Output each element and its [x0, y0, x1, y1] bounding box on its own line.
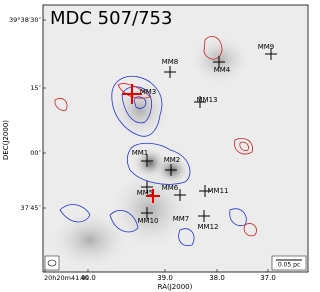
source-cross [198, 210, 210, 222]
source-cross [141, 155, 153, 167]
source-label: MM11 [208, 187, 229, 195]
beam [47, 259, 57, 267]
x-tick-label: 20h20m41.0s [44, 274, 89, 282]
source-label: MM5 [137, 189, 154, 197]
source-cross [213, 56, 225, 68]
source-label: MM9 [258, 43, 275, 51]
source-label: MM8 [162, 58, 179, 66]
source-cross [165, 164, 177, 176]
x-tick-label: 37.0 [260, 274, 276, 282]
source-cross [122, 84, 142, 104]
source-label: MM2 [164, 156, 181, 164]
y-tick-label: 39°38′30″ [9, 16, 42, 24]
frame [42, 4, 309, 273]
y-tick-label: 37′45″ [21, 204, 42, 212]
source-cross [194, 96, 206, 108]
source-label: MM6 [162, 184, 179, 192]
source-cross [265, 48, 277, 60]
x-tick-label: 39.0 [157, 274, 173, 282]
source-label: MM10 [138, 217, 159, 225]
scale-bar-label: 0.05 pc [278, 262, 300, 269]
source-cross [164, 66, 176, 78]
source-label: MM3 [140, 88, 157, 96]
y-tick-label: 15″ [30, 84, 41, 92]
y-tick-label: 00″ [30, 149, 41, 157]
source-cross [199, 185, 211, 197]
source-cross [141, 181, 153, 193]
title: MDC 507/753 [50, 8, 172, 29]
x-axis-label: RA(J2000) [158, 283, 193, 291]
source-label: MM1 [132, 149, 149, 157]
y-axis-label: DEC(J2000) [2, 120, 10, 160]
source-label: MM13 [197, 96, 218, 104]
x-tick-label: 38.0 [209, 274, 225, 282]
source-cross [146, 189, 160, 203]
source-label: MM7 [173, 215, 190, 223]
source-cross [141, 207, 153, 219]
x-tick-label: 40.0 [80, 274, 96, 282]
source-label: MM4 [214, 66, 231, 74]
beam-box [44, 255, 60, 271]
source-cross [174, 189, 186, 201]
source-label: MM12 [198, 223, 219, 231]
